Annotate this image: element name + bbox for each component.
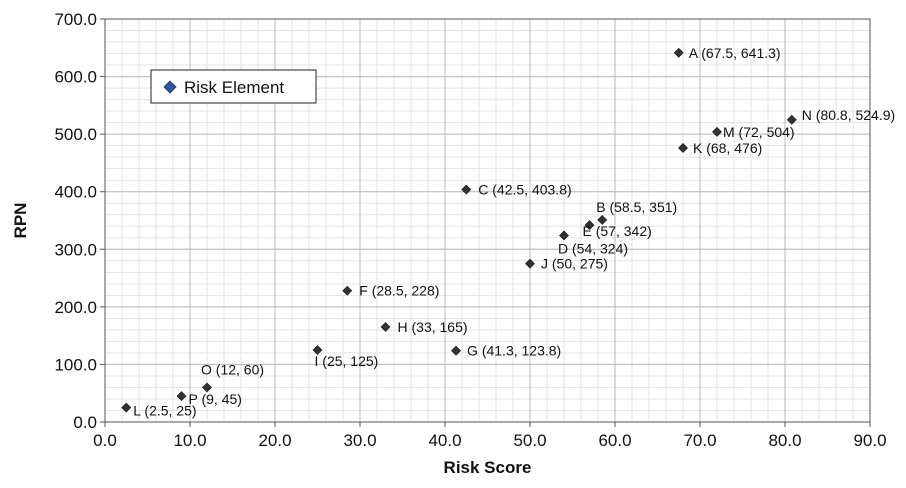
y-tick-label: 100.0 [54,355,97,374]
data-label-a: A (67.5, 641.3) [689,45,781,61]
x-tick-label: 70.0 [683,431,716,450]
x-tick-label: 20.0 [258,431,291,450]
data-point-a [673,47,684,58]
data-label-n: N (80.8, 524.9) [802,107,895,123]
data-point-m [712,126,722,137]
data-points: A (67.5, 641.3) B (58.5, 351) C (42.5, 403… [121,45,895,419]
data-point-l [121,402,132,413]
y-tick-label: 300.0 [54,240,97,259]
data-label-c: C (42.5, 403.8) [478,182,571,198]
data-label-g: G (41.3, 123.8) [467,343,561,359]
data-point-f [342,285,353,296]
legend-label: Risk Element [184,78,284,97]
plot-area-frame [104,18,871,423]
y-tick-label: 600.0 [54,68,97,87]
data-point-c [461,184,472,195]
data-label-j: J (50, 275) [541,256,608,272]
data-label-p: P (9, 45) [189,391,242,407]
legend: Risk Element [150,69,317,104]
data-label-h: H (33, 165) [398,319,468,335]
data-point-p [176,391,187,402]
y-tick-label: 0.0 [73,413,97,432]
x-axis-ticks: 0.0 10.0 20.0 30.0 40.0 50.0 60.0 70.0 80.0 90.0 [93,422,887,450]
y-tick-label: 400.0 [54,183,97,202]
data-point-e [584,220,595,231]
data-label-o: O (12, 60) [201,361,264,377]
x-tick-label: 50.0 [513,431,546,450]
legend-marker-icon [163,80,177,94]
data-label-b: B (58.5, 351) [596,199,677,215]
data-label-e: E (57, 342) [583,223,652,239]
data-point-o [202,382,212,393]
data-point-d [559,230,569,241]
y-axis-ticks: 0.0 100.0 200.0 300.0 400.0 500.0 600.0 700.0 [54,10,105,432]
data-label-k: K (68, 476) [693,140,762,156]
data-label-d: D (54, 324) [558,240,628,256]
data-point-n [786,114,797,125]
legend-box [150,69,317,104]
x-tick-label: 0.0 [93,431,117,450]
x-tick-label: 90.0 [853,431,886,450]
x-tick-label: 80.0 [768,431,801,450]
x-tick-label: 40.0 [428,431,461,450]
data-label-l: L (2.5, 25) [133,403,196,419]
data-point-i [312,345,323,355]
data-label-i: I (25, 125) [315,353,379,369]
data-label-m: M (72, 504) [723,124,795,140]
y-tick-label: 500.0 [54,125,97,144]
y-axis-title: RPN [11,203,30,239]
data-point-k [678,143,688,153]
x-tick-label: 60.0 [598,431,631,450]
x-tick-label: 30.0 [343,431,376,450]
y-tick-label: 200.0 [54,298,97,317]
x-axis-title: Risk Score [444,458,532,477]
data-point-b [597,214,608,225]
x-tick-label: 10.0 [173,431,206,450]
y-tick-label: 700.0 [54,10,97,29]
data-point-j [525,258,535,269]
data-point-h [380,322,391,332]
data-label-f: F (28.5, 228) [359,283,439,299]
data-point-g [451,345,461,356]
